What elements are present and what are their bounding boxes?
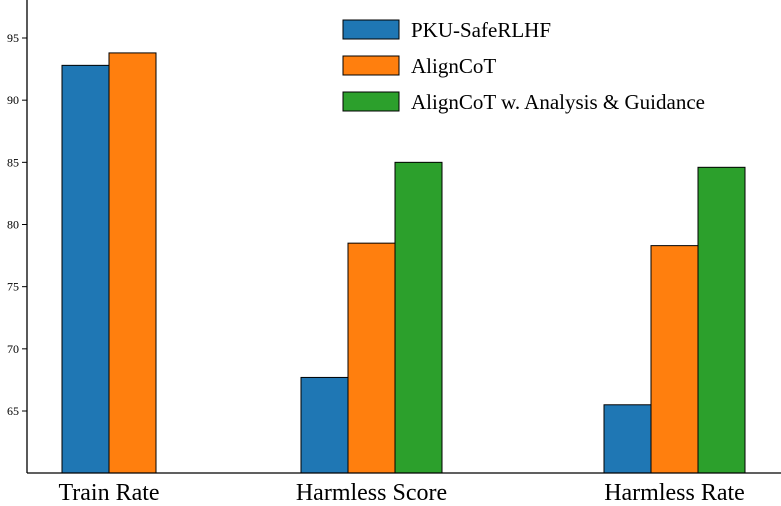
y-tick-label: 85 xyxy=(7,155,19,169)
legend-entry-label: AlignCoT xyxy=(411,54,496,78)
x-category-label: Harmless Rate xyxy=(604,480,745,506)
bar xyxy=(650,245,699,474)
y-tick-label: 95 xyxy=(7,31,19,45)
x-category-label: Harmless Score xyxy=(296,480,447,506)
y-tick-label: 80 xyxy=(7,218,19,232)
category-labels: Train Rate Harmless Score Harmless Rate xyxy=(58,480,744,506)
bars-group xyxy=(61,52,746,474)
legend-swatch xyxy=(342,55,400,76)
legend-swatch xyxy=(342,19,400,40)
bar xyxy=(394,161,443,474)
x-category-label: Train Rate xyxy=(58,480,159,506)
legend-entry-label: PKU-SafeRLHF xyxy=(411,18,551,42)
y-tick-label: 90 xyxy=(7,93,19,107)
legend: PKU-SafeRLHF AlignCoT AlignCoT w. Analysis… xyxy=(342,18,705,114)
y-tick-label: 65 xyxy=(7,404,19,418)
bar xyxy=(347,242,396,474)
y-tick-label: 75 xyxy=(7,280,19,294)
bar xyxy=(697,166,746,474)
bar xyxy=(603,404,652,474)
bar xyxy=(300,376,349,474)
legend-entry-label: AlignCoT w. Analysis & Guidance xyxy=(411,90,705,114)
legend-swatch xyxy=(342,91,400,112)
y-axis: 65 70 75 80 85 90 95 xyxy=(7,0,28,473)
y-tick-label: 70 xyxy=(7,342,19,356)
bar xyxy=(61,64,110,474)
bar xyxy=(108,52,157,474)
